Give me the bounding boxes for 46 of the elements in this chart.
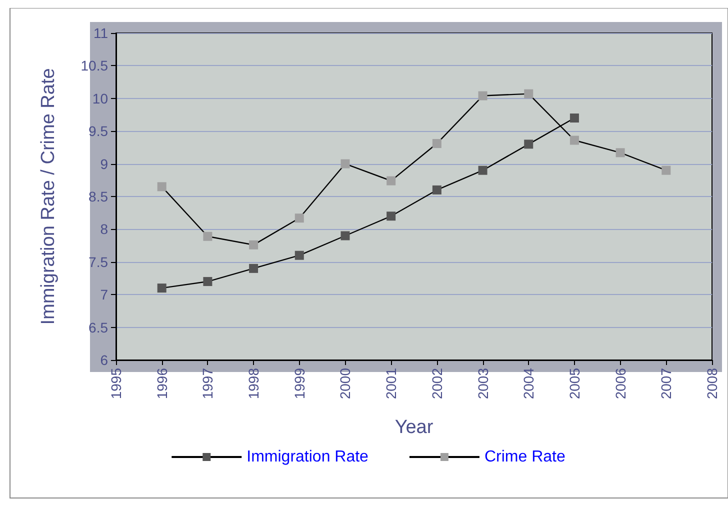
y-axis-title: Immigration Rate / Crime Rate [38, 68, 59, 325]
x-tick-label: 1999 [291, 368, 308, 400]
point [249, 264, 258, 273]
x-tick-label: 1997 [200, 368, 216, 400]
point [570, 114, 579, 123]
point [432, 185, 442, 194]
point [340, 159, 350, 168]
y-tick-label: 9 [100, 156, 108, 172]
x-tick-label: 2004 [520, 368, 537, 400]
y-tick-label: 11 [93, 25, 108, 41]
point [478, 91, 488, 100]
x-tick-label: 2007 [658, 368, 674, 400]
y-tick-label: 7 [100, 286, 108, 303]
x-tick-label: 1995 [108, 368, 124, 400]
point [294, 250, 304, 260]
point [157, 284, 166, 293]
point [203, 277, 212, 286]
x-tick-label: 2005 [566, 368, 582, 400]
point [570, 136, 579, 145]
point [386, 212, 396, 221]
point [340, 231, 350, 240]
x-tick-label: 2002 [428, 368, 445, 400]
x-axis-title: Year [394, 417, 434, 438]
legend-label: Crime Rate [484, 448, 566, 466]
x-tick-label: 2003 [474, 368, 491, 400]
point [249, 240, 258, 250]
x-tick-label: 2008 [704, 368, 720, 400]
y-tick-label: 10 [92, 90, 108, 106]
point [432, 139, 442, 148]
point [662, 166, 671, 175]
x-tick-label: 2001 [383, 368, 400, 400]
point [294, 214, 304, 223]
x-tick-label: 1998 [246, 368, 262, 400]
point [203, 232, 212, 241]
point [478, 166, 488, 175]
point [157, 182, 166, 192]
point [524, 140, 534, 149]
y-tick-label: 8 [100, 221, 108, 238]
x-tick-label: 2000 [337, 368, 354, 400]
y-tick-label: 6 [100, 352, 108, 368]
point [616, 148, 625, 158]
point [524, 89, 534, 98]
x-tick-label: 1996 [154, 368, 170, 400]
point [386, 176, 396, 186]
x-tick-label: 2006 [612, 368, 628, 400]
legend-label: Immigration Rate [246, 448, 369, 466]
